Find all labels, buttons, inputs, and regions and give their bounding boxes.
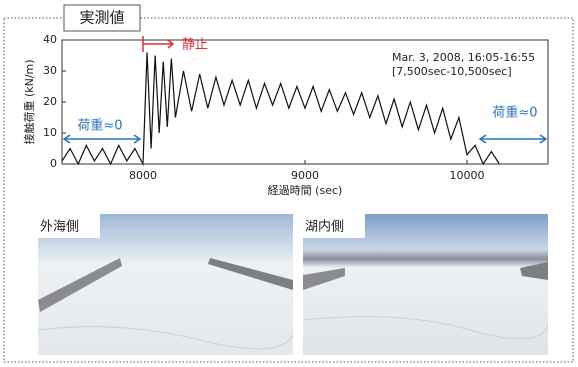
photo-label-box — [303, 214, 365, 238]
x-tick-label: 10000 — [450, 169, 485, 182]
frame-label-box — [63, 4, 141, 32]
stop-label: 静止 — [182, 38, 208, 53]
photo-label: 湖内側 — [305, 219, 344, 235]
zero-arrow-left — [62, 134, 142, 144]
range-label: [7,500sec-10,500sec] — [392, 65, 512, 78]
zero-arrow-right — [478, 134, 548, 144]
x-tick-label: 8000 — [129, 169, 157, 182]
y-tick-label: 0 — [50, 157, 57, 170]
y-tick-label: 20 — [43, 95, 57, 108]
zero-label-right: 荷重≈0 — [492, 105, 537, 121]
y-tick-label: 10 — [43, 126, 57, 139]
x-tick-label: 9000 — [291, 169, 319, 182]
x-axis-label: 経過時間 (sec) — [268, 184, 343, 197]
plot — [61, 52, 500, 167]
photo-label: 外海側 — [40, 220, 79, 235]
photo-label-box — [38, 214, 100, 238]
plot-area — [61, 39, 549, 165]
y-axis-label: 接触荷重 (kN/m) — [22, 59, 36, 144]
stop-arrow — [142, 36, 175, 52]
date-label: Mar. 3, 2008, 16:05-16:55 — [392, 51, 535, 64]
zero-label-left: 荷重≈0 — [77, 118, 122, 134]
y-tick-label: 30 — [43, 64, 57, 77]
series-line — [61, 52, 500, 167]
y-tick-label: 40 — [43, 33, 57, 46]
frame-label: 実測値 — [79, 9, 124, 27]
frame — [3, 17, 574, 363]
